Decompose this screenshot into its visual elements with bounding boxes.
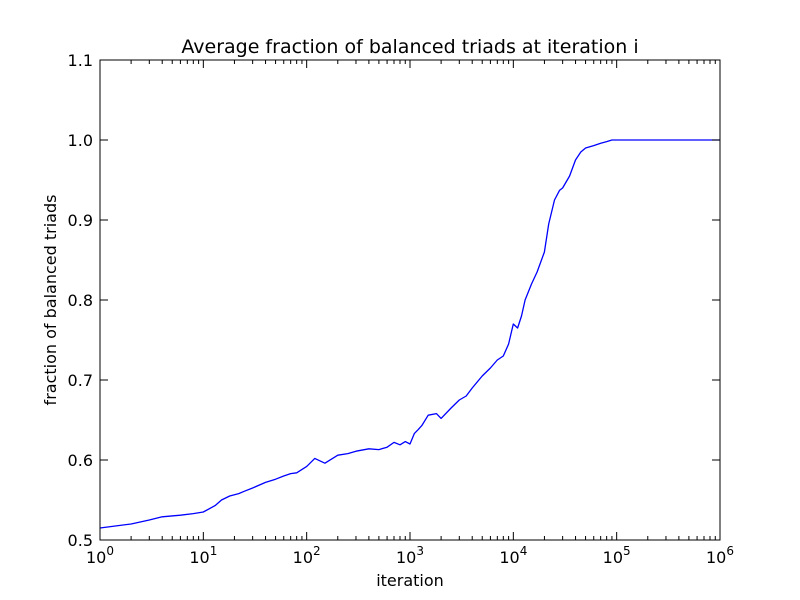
x-axis: 100 101 102 103 104 105 106 xyxy=(86,60,734,567)
x-tick-label: 105 xyxy=(603,544,631,567)
x-tick-label: 106 xyxy=(706,544,734,567)
y-tick-label: 1.0 xyxy=(68,131,93,150)
x-tick-label: 100 xyxy=(86,544,114,567)
y-tick-label: 0.8 xyxy=(68,291,93,310)
x-tick-label: 103 xyxy=(396,544,424,567)
y-tick-label: 0.5 xyxy=(68,531,93,550)
y-tick-label: 1.1 xyxy=(68,51,93,70)
y-tick-label: 0.9 xyxy=(68,211,93,230)
series-line-0 xyxy=(99,139,720,529)
x-tick-label: 104 xyxy=(499,544,527,567)
series-layer xyxy=(99,139,720,529)
chart-title: Average fraction of balanced triads at i… xyxy=(181,36,638,58)
x-axis-label: iteration xyxy=(376,571,444,590)
y-tick-label: 0.7 xyxy=(68,371,93,390)
y-axis: 0.5 0.6 0.7 0.8 0.9 1.0 1.1 xyxy=(68,51,720,550)
y-tick-label: 0.6 xyxy=(68,451,93,470)
y-axis-label: fraction of balanced triads xyxy=(41,195,60,406)
x-tick-label: 102 xyxy=(293,544,321,567)
x-tick-label: 101 xyxy=(189,544,217,567)
